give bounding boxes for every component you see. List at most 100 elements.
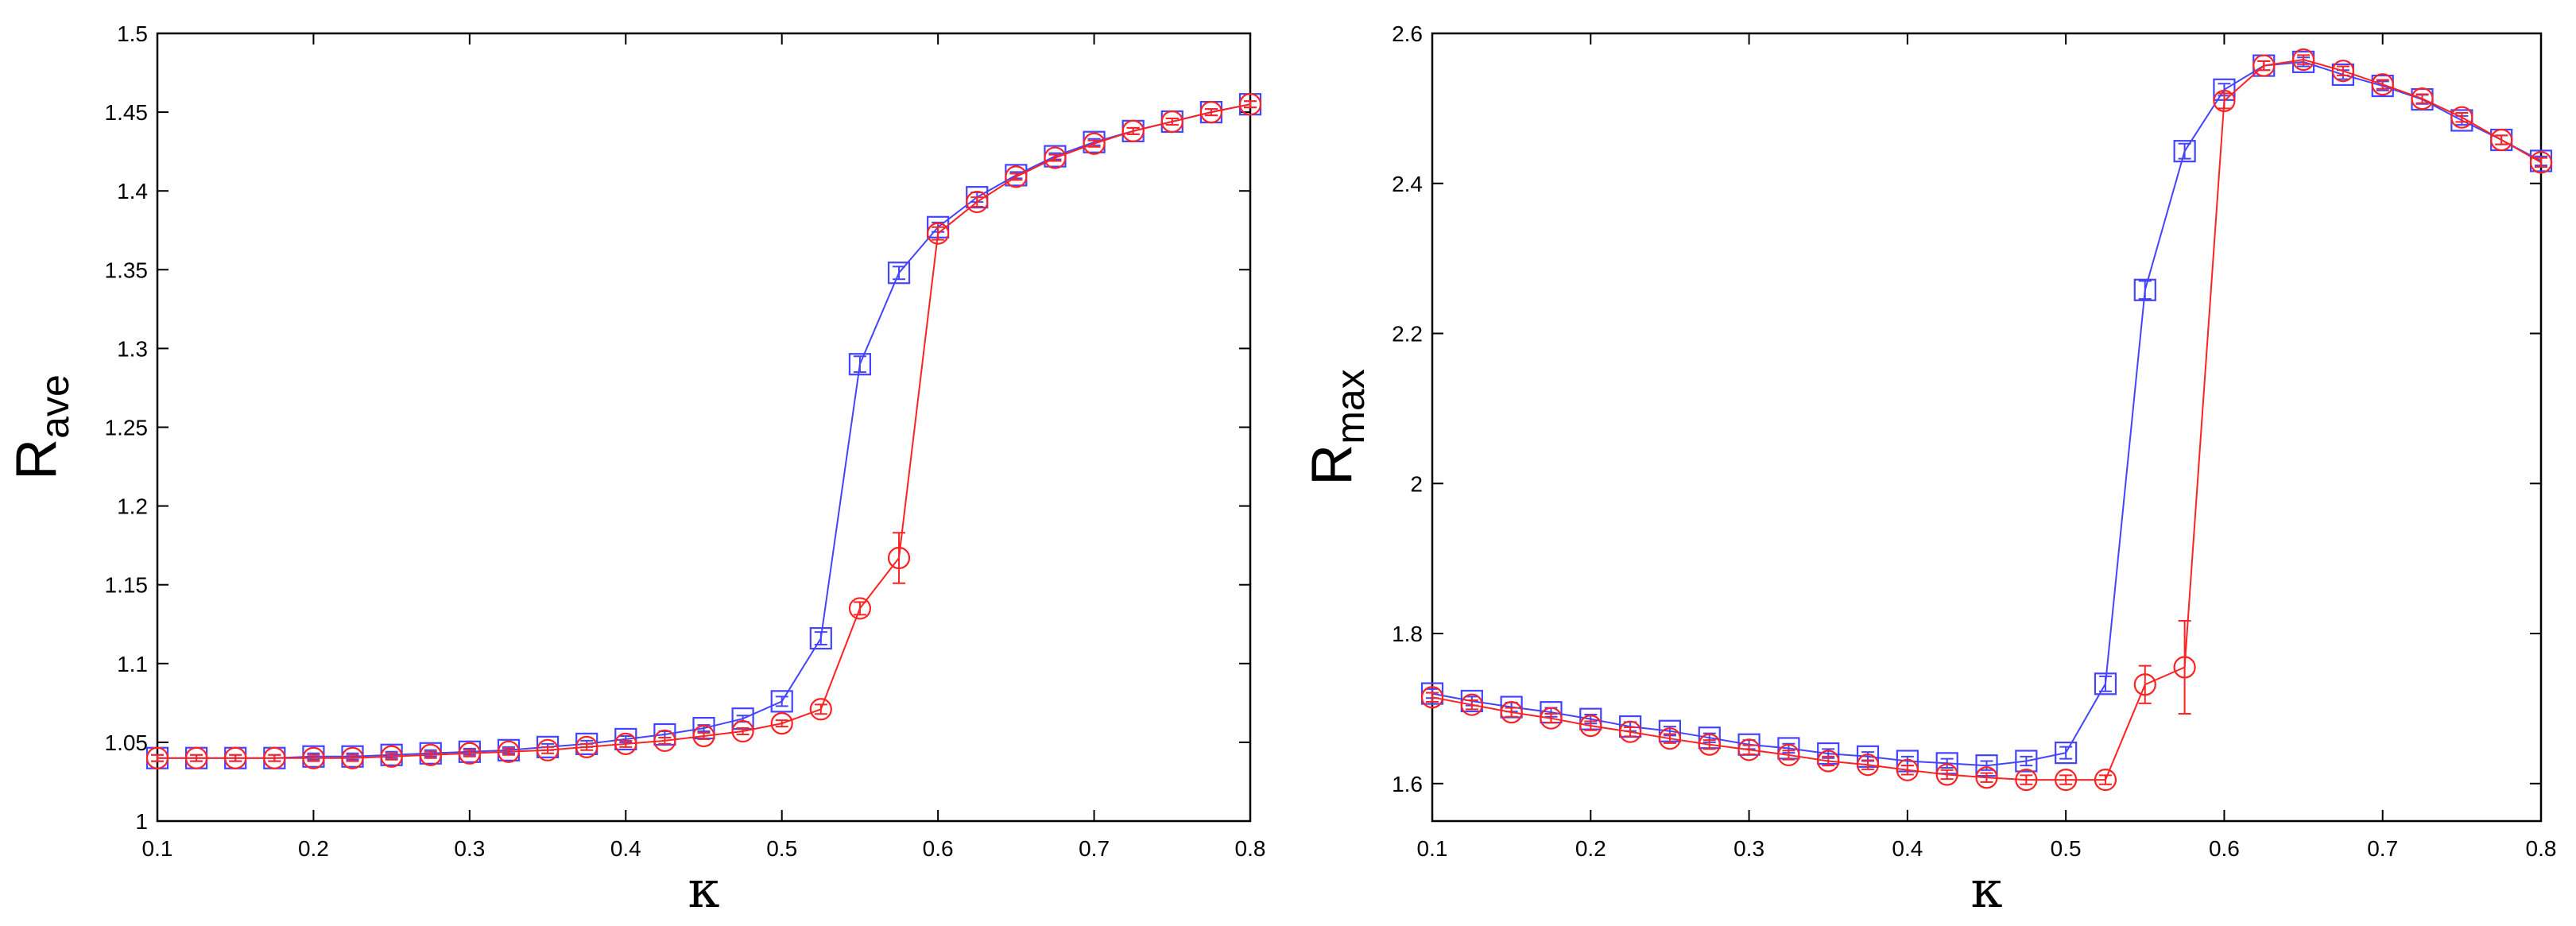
data-point-square bbox=[887, 262, 911, 285]
data-point-circle bbox=[2213, 89, 2236, 113]
x-tick-label: 0.8 bbox=[2526, 836, 2557, 861]
data-point-circle bbox=[1856, 754, 1880, 777]
data-point-square bbox=[770, 690, 793, 713]
y-tick-label: 2.2 bbox=[1392, 322, 1423, 347]
x-tick-label: 0.4 bbox=[610, 836, 641, 861]
y-axis-label-main: R bbox=[1300, 444, 1364, 486]
y-tick-label: 2.6 bbox=[1392, 21, 1423, 46]
x-tick-label: 0.1 bbox=[142, 836, 173, 861]
x-axis-label: κ bbox=[688, 861, 720, 920]
data-point-circle bbox=[2253, 54, 2276, 77]
data-point-circle bbox=[731, 719, 754, 743]
data-point-square bbox=[2094, 672, 2117, 695]
data-point-circle bbox=[2015, 768, 2038, 792]
data-point-circle bbox=[1737, 738, 1761, 761]
data-point-circle bbox=[1083, 132, 1106, 155]
data-point-circle bbox=[1005, 165, 1028, 188]
y-tick-label: 1.2 bbox=[117, 494, 148, 519]
x-tick-label: 0.3 bbox=[454, 836, 485, 861]
data-point-circle bbox=[1460, 693, 1483, 716]
data-point-circle bbox=[653, 729, 676, 753]
x-tick-label: 0.4 bbox=[1892, 836, 1923, 861]
data-point-circle bbox=[966, 190, 989, 214]
data-point-circle bbox=[419, 743, 442, 766]
x-tick-label: 0.6 bbox=[923, 836, 954, 861]
data-point-circle bbox=[1420, 686, 1444, 709]
y-tick-label: 1 bbox=[135, 809, 148, 834]
data-point-circle bbox=[2133, 673, 2156, 696]
data-point-square bbox=[966, 186, 989, 209]
data-point-circle bbox=[887, 546, 911, 570]
chart-r-ave: 0.1 0.2 0.3 0.4 0.5 0.6 0.7 0.8 1 1.05 1.1 1.15 1.2 1… bbox=[5, 21, 1265, 920]
data-point-circle bbox=[145, 746, 169, 769]
x-tick-label: 0.6 bbox=[2209, 836, 2240, 861]
data-point-square bbox=[653, 723, 676, 746]
data-point-square bbox=[2133, 278, 2156, 301]
data-point-circle bbox=[341, 746, 364, 769]
x-tick-label: 0.5 bbox=[2051, 836, 2082, 861]
data-point-circle bbox=[1896, 758, 1919, 781]
data-point-circle bbox=[380, 745, 403, 768]
data-point-circle bbox=[2331, 60, 2354, 83]
y-tick-label: 1.6 bbox=[1392, 772, 1423, 796]
y-tick-label: 2.4 bbox=[1392, 172, 1423, 196]
data-point-circle bbox=[302, 746, 325, 769]
y-axis-label: Rave bbox=[5, 374, 77, 480]
x-tick-label: 0.1 bbox=[1417, 836, 1448, 861]
x-tick-label: 0.3 bbox=[1733, 836, 1764, 861]
data-point-square bbox=[2015, 750, 2038, 773]
chart-r-max: 0.1 0.2 0.3 0.4 0.5 0.6 0.7 0.8 1.6 1.8 2 2.2 2.4 2.6… bbox=[1300, 21, 2556, 920]
data-point-circle bbox=[1777, 743, 1800, 767]
data-point-circle bbox=[1817, 750, 1840, 773]
data-point-circle bbox=[1579, 715, 1602, 738]
data-point-circle bbox=[1199, 101, 1222, 124]
data-point-circle bbox=[263, 746, 286, 769]
x-tick-label: 0.2 bbox=[298, 836, 329, 861]
data-point-circle bbox=[1935, 763, 1958, 786]
data-point-circle bbox=[1975, 766, 1998, 789]
data-point-square bbox=[848, 353, 872, 376]
x-tick-label: 0.2 bbox=[1575, 836, 1606, 861]
y-tick-label: 2 bbox=[1410, 471, 1423, 496]
data-point-circle bbox=[1698, 733, 1721, 756]
data-point-circle bbox=[497, 740, 521, 763]
y-tick-label: 1.45 bbox=[105, 100, 149, 125]
y-axis-label-main: R bbox=[5, 439, 68, 480]
y-axis-label-sub: ave bbox=[33, 374, 77, 439]
data-point-square bbox=[809, 626, 832, 650]
data-point-circle bbox=[2173, 656, 2196, 679]
x-axis-label: κ bbox=[1971, 861, 2003, 920]
y-tick-label: 1.3 bbox=[117, 336, 148, 361]
data-point-square bbox=[2173, 140, 2196, 163]
data-point-circle bbox=[1619, 720, 1642, 743]
data-point-circle bbox=[575, 735, 598, 758]
series-circle bbox=[145, 93, 1262, 769]
data-point-circle bbox=[770, 712, 793, 735]
data-point-circle bbox=[2055, 768, 2078, 792]
data-point-circle bbox=[848, 597, 872, 620]
data-point-circle bbox=[1540, 707, 1563, 730]
data-point-circle bbox=[809, 698, 832, 721]
data-point-circle bbox=[536, 738, 560, 761]
data-point-circle bbox=[458, 742, 481, 765]
y-tick-label: 1.25 bbox=[105, 416, 149, 440]
plot-frame bbox=[1431, 32, 2543, 823]
data-point-circle bbox=[2490, 128, 2513, 152]
data-point-circle bbox=[2094, 768, 2117, 792]
series-circle bbox=[1420, 48, 2553, 792]
data-point-circle bbox=[224, 746, 247, 769]
y-tick-label: 1.1 bbox=[117, 652, 148, 676]
y-tick-label: 1.05 bbox=[105, 730, 149, 755]
data-point-circle bbox=[692, 724, 715, 748]
data-point-circle bbox=[927, 222, 950, 245]
data-point-circle bbox=[1044, 146, 1067, 169]
y-tick-label: 1.8 bbox=[1392, 622, 1423, 646]
y-tick-label: 1.4 bbox=[117, 179, 148, 203]
data-point-circle bbox=[2291, 48, 2315, 72]
y-axis-label: Rmax bbox=[1300, 369, 1373, 485]
y-tick-label: 1.5 bbox=[117, 21, 148, 46]
data-point-circle bbox=[2450, 106, 2473, 129]
data-point-circle bbox=[1500, 701, 1523, 724]
